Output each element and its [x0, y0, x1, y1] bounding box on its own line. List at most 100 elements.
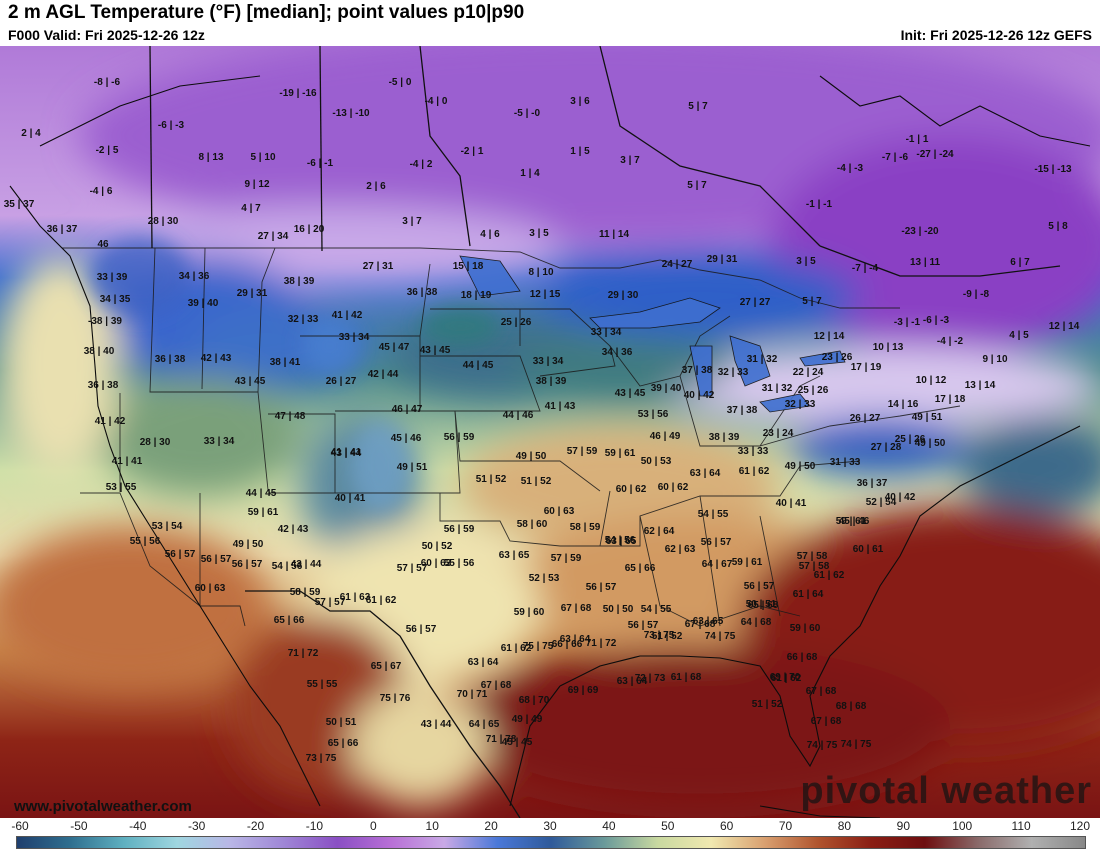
- temperature-field: [0, 46, 1100, 818]
- point-value-label: 45 | 46: [391, 433, 422, 444]
- point-value-label: 62 | 63: [665, 544, 696, 555]
- point-value-label: 43 | 45: [615, 388, 646, 399]
- point-value-label: 56 | 57: [744, 581, 775, 592]
- point-value-label: 51 | 52: [752, 699, 783, 710]
- point-value-label: 60 | 63: [421, 558, 452, 569]
- point-value-label: 72 | 73: [635, 673, 666, 684]
- point-value-label: 40 | 41: [335, 493, 366, 504]
- point-value-label: 64 | 68: [741, 617, 772, 628]
- point-value-label: 41 | 42: [332, 310, 363, 321]
- color-scale: -60 -50 -40 -30 -20 -10 0 10 20 30 40 50 60 70 80 90 100…: [0, 818, 1100, 850]
- point-value-label: -1 | 1: [906, 134, 929, 145]
- point-value-label: 75 | 75: [523, 641, 554, 652]
- point-value-label: 31 | 33: [830, 457, 861, 468]
- point-value-label: 56 | 57: [406, 624, 437, 635]
- point-value-label: 53 | 55: [106, 482, 137, 493]
- point-value-label: 69 | 69: [568, 685, 599, 696]
- point-value-label: 37 | 38: [682, 365, 713, 376]
- color-scale-tick: -50: [70, 819, 88, 833]
- point-value-label: -5 | -0: [514, 108, 541, 119]
- point-value-label: 63 | 65: [606, 536, 637, 547]
- point-value-label: 51 | 52: [652, 631, 683, 642]
- point-value-label: 56 | 57: [628, 620, 659, 631]
- point-value-label: 54 | 56: [605, 535, 636, 546]
- point-value-label: 45 | 45: [502, 737, 533, 748]
- point-value-label: 67 | 68: [561, 603, 592, 614]
- point-value-label: 25 | 26: [798, 385, 829, 396]
- point-value-label: 64 | 65: [469, 719, 500, 730]
- point-value-label: 6 | 7: [1010, 257, 1030, 268]
- temperature-map[interactable]: -8 | -6 2 | 4 -6 | -3 -2 | 5 -4 | 6 35 | 37 8 …: [0, 46, 1100, 818]
- color-scale-tick: 100: [952, 819, 973, 833]
- point-value-label: 29 | 31: [707, 254, 738, 265]
- point-value-label: 33 | 34: [533, 356, 564, 367]
- point-value-label: 45 | 46: [839, 516, 870, 527]
- point-value-label: 55 | 56: [130, 536, 161, 547]
- point-value-label: 4 | 6: [480, 229, 500, 240]
- point-value-label: 9 | 10: [982, 354, 1007, 365]
- point-value-label: 41 | 43: [545, 401, 576, 412]
- point-value-label: -23 | -20: [901, 226, 939, 237]
- point-value-label: 69 | 70: [770, 672, 801, 683]
- point-value-label: 28 | 30: [140, 437, 171, 448]
- point-value-label: 35 | 37: [4, 199, 35, 210]
- point-value-label: 49 | 50: [233, 539, 264, 550]
- point-value-label: 5 | 7: [687, 180, 707, 191]
- point-value-label: 74 | 75: [841, 739, 872, 750]
- point-value-label: 71 | 78: [486, 734, 517, 745]
- point-value-label: 29 | 31: [237, 288, 268, 299]
- color-scale-tick: -20: [246, 819, 265, 833]
- point-value-label: 2 | 6: [366, 181, 386, 192]
- point-value-label: 59 | 61: [248, 507, 279, 518]
- point-value-label: 73 | 75: [306, 753, 337, 764]
- point-value-label: 3 | 7: [402, 216, 422, 227]
- point-value-label: 14 | 16: [888, 399, 919, 410]
- point-value-label: 60 | 63: [195, 583, 226, 594]
- point-value-label: 49 | 50: [785, 461, 816, 472]
- point-value-label: 10 | 12: [916, 375, 947, 386]
- point-value-label: 68 | 68: [836, 701, 867, 712]
- point-value-label: 51 | 52: [521, 476, 552, 487]
- point-value-label: 61 | 63: [340, 592, 371, 603]
- point-value-label: 46 | 47: [392, 404, 423, 415]
- point-value-label: 54 | 55: [641, 604, 672, 615]
- point-value-label: 22 | 24: [793, 367, 824, 378]
- point-value-label: 25 | 26: [501, 317, 532, 328]
- point-value-label: 59 | 60: [790, 623, 821, 634]
- point-value-label: 61 | 62: [771, 673, 802, 684]
- point-value-label: 56 | 57: [165, 549, 196, 560]
- site-url[interactable]: www.pivotalweather.com: [14, 798, 192, 815]
- point-value-label: 50 | 53: [641, 456, 672, 467]
- point-value-label: 58 | 59: [290, 587, 321, 598]
- point-value-label: 43 | 44: [421, 719, 452, 730]
- point-value-label: 5 | 7: [802, 296, 822, 307]
- point-value-label: 5 | 10: [250, 152, 275, 163]
- point-value-label: 34 | 36: [179, 271, 210, 282]
- point-value-label: 56 | 59: [444, 432, 475, 443]
- point-value-label: 40 | 41: [776, 498, 807, 509]
- color-scale-tick: 120: [1069, 819, 1091, 833]
- point-value-label: 61 | 62: [366, 595, 397, 606]
- color-scale-tick: -40: [129, 819, 147, 833]
- color-scale-tick: 70: [778, 819, 793, 833]
- point-value-label: 40 | 42: [885, 492, 916, 503]
- point-value-label: 56 | 57: [232, 559, 263, 570]
- point-value-label: 44 | 46: [503, 410, 534, 421]
- point-value-label: 16 | 20: [294, 224, 325, 235]
- point-value-label: 50 | 51: [326, 717, 357, 728]
- point-value-label: 50 | 52: [422, 541, 453, 552]
- point-value-label: 33 | 39: [97, 272, 128, 283]
- point-value-label: -9 | -8: [963, 289, 990, 300]
- point-value-label: 38 | 39: [536, 376, 567, 387]
- point-value-label: 68 | 70: [519, 695, 550, 706]
- point-value-label: 12 | 15: [530, 289, 561, 300]
- point-value-label: -2 | 5: [96, 145, 119, 156]
- point-value-label: 28 | 30: [148, 216, 179, 227]
- point-value-label: 38 | 41: [270, 357, 301, 368]
- point-values: -8 | -6 2 | 4 -6 | -3 -2 | 5 -4 | 6 35 | 37 8 …: [4, 77, 1080, 764]
- point-value-label: 66 | 66: [552, 639, 583, 650]
- point-value-label: 74 | 75: [807, 740, 838, 751]
- point-value-label: 67 | 68: [685, 619, 716, 630]
- point-value-label: 56 | 57: [201, 554, 232, 565]
- color-scale-tick: 40: [602, 819, 616, 833]
